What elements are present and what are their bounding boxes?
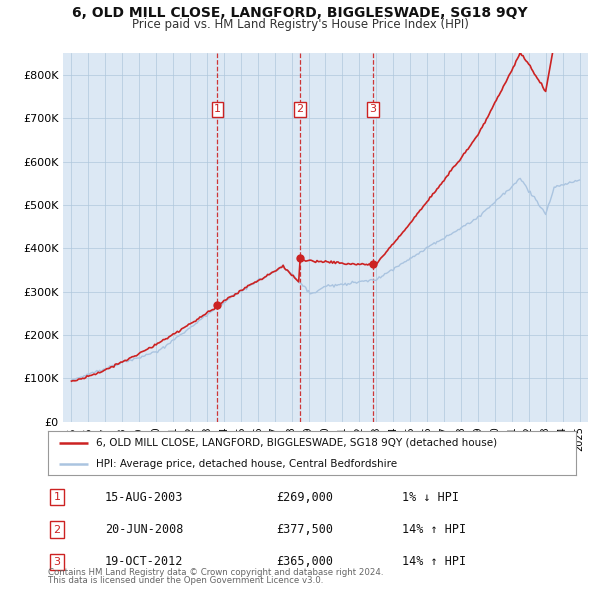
Text: 1% ↓ HPI: 1% ↓ HPI: [402, 490, 459, 504]
Text: 2: 2: [53, 525, 61, 535]
Text: 15-AUG-2003: 15-AUG-2003: [105, 490, 184, 504]
Text: This data is licensed under the Open Government Licence v3.0.: This data is licensed under the Open Gov…: [48, 576, 323, 585]
Text: 14% ↑ HPI: 14% ↑ HPI: [402, 555, 466, 569]
Text: 2: 2: [296, 104, 303, 114]
Text: 1: 1: [53, 492, 61, 502]
Text: 3: 3: [53, 557, 61, 567]
Text: 1: 1: [214, 104, 221, 114]
Text: 14% ↑ HPI: 14% ↑ HPI: [402, 523, 466, 536]
Text: 20-JUN-2008: 20-JUN-2008: [105, 523, 184, 536]
Text: 6, OLD MILL CLOSE, LANGFORD, BIGGLESWADE, SG18 9QY (detached house): 6, OLD MILL CLOSE, LANGFORD, BIGGLESWADE…: [95, 438, 497, 448]
Text: £365,000: £365,000: [276, 555, 333, 569]
Text: 3: 3: [370, 104, 376, 114]
Text: Price paid vs. HM Land Registry's House Price Index (HPI): Price paid vs. HM Land Registry's House …: [131, 18, 469, 31]
Text: HPI: Average price, detached house, Central Bedfordshire: HPI: Average price, detached house, Cent…: [95, 459, 397, 469]
Text: 19-OCT-2012: 19-OCT-2012: [105, 555, 184, 569]
Text: £269,000: £269,000: [276, 490, 333, 504]
Text: £377,500: £377,500: [276, 523, 333, 536]
Text: Contains HM Land Registry data © Crown copyright and database right 2024.: Contains HM Land Registry data © Crown c…: [48, 568, 383, 577]
Text: 6, OLD MILL CLOSE, LANGFORD, BIGGLESWADE, SG18 9QY: 6, OLD MILL CLOSE, LANGFORD, BIGGLESWADE…: [72, 6, 528, 20]
